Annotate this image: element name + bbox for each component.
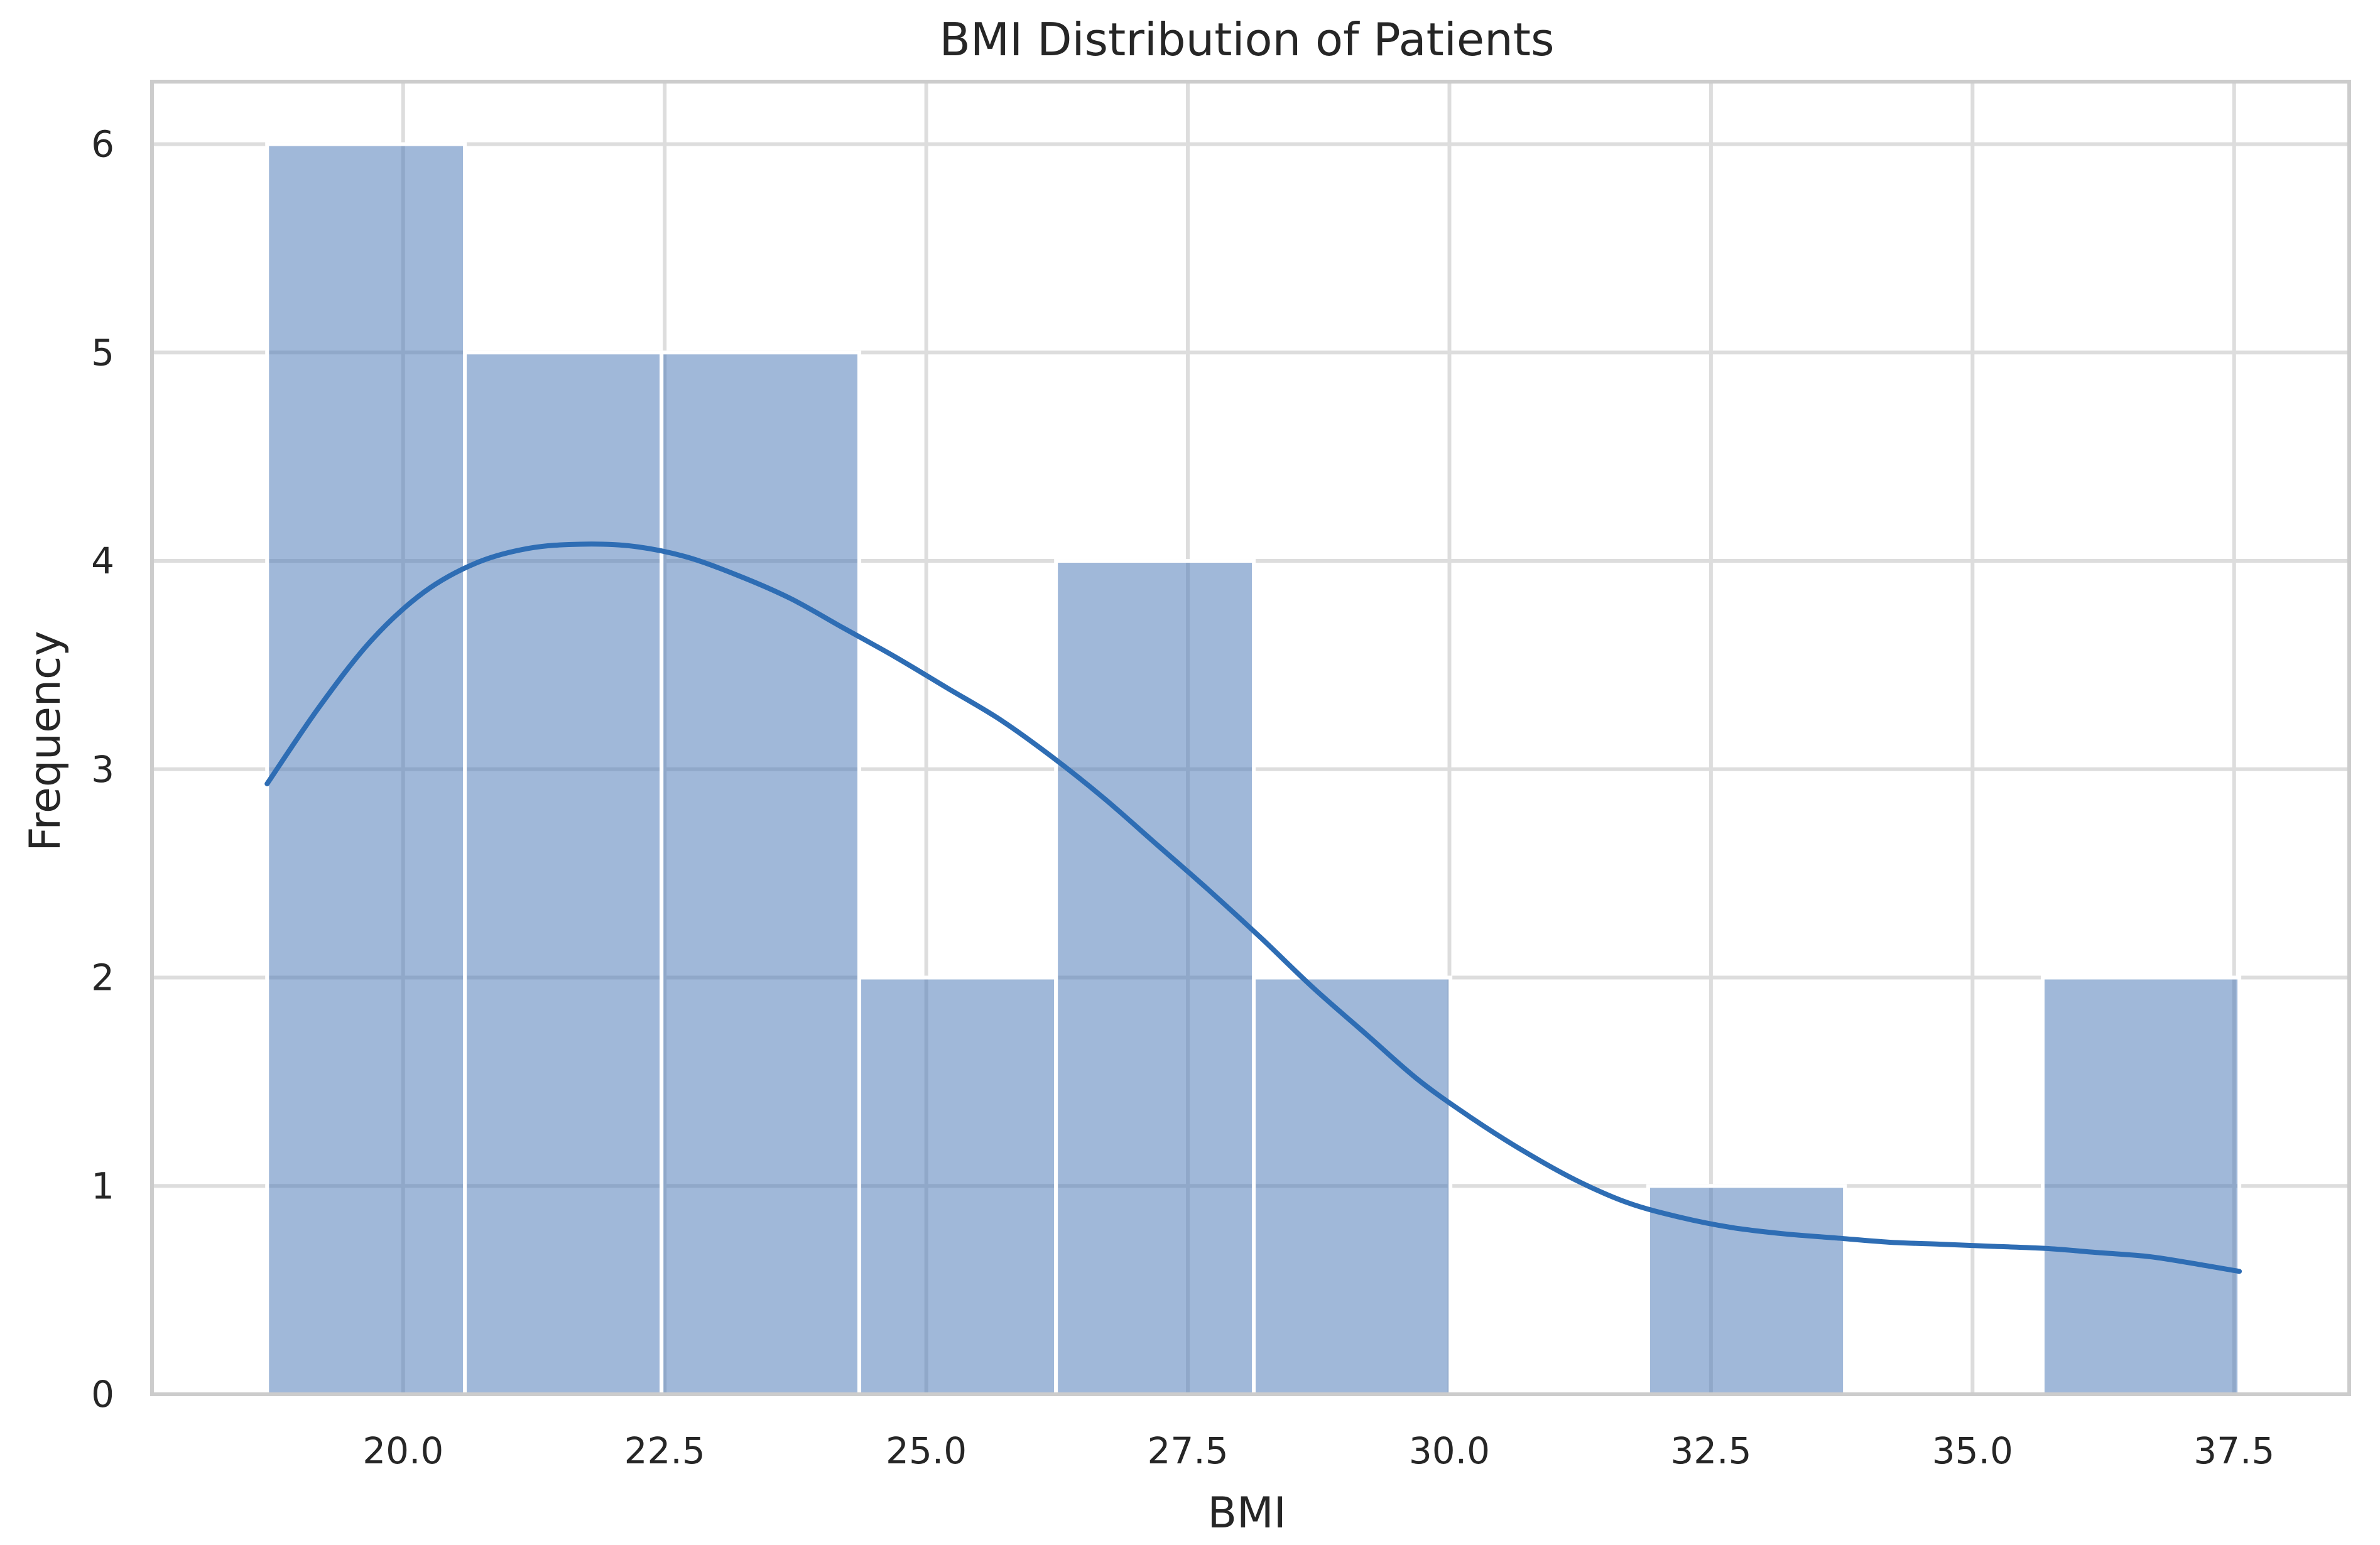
y-tick-label: 4 xyxy=(91,539,114,582)
x-tick-labels: 20.0 22.5 25.0 27.5 30.0 32.5 35.0 37.5 xyxy=(362,1429,2274,1472)
x-tick-label: 27.5 xyxy=(1147,1429,1228,1472)
histogram-bar-1 xyxy=(463,350,664,1396)
y-tick-label: 0 xyxy=(91,1373,114,1416)
histogram-bar-4 xyxy=(1054,559,1256,1396)
chart-title: BMI Distribution of Patients xyxy=(939,13,1554,66)
histogram-bar-2 xyxy=(660,350,862,1396)
y-tick-label: 3 xyxy=(91,748,114,791)
histogram-bar-3 xyxy=(857,975,1058,1396)
y-tick-label: 2 xyxy=(91,957,114,999)
x-tick-label: 30.0 xyxy=(1409,1429,1490,1472)
y-tick-label: 6 xyxy=(91,123,114,166)
histogram-bar-5 xyxy=(1251,975,1453,1396)
y-tick-label: 1 xyxy=(91,1164,114,1207)
x-axis-label: BMI xyxy=(1207,1488,1286,1538)
x-tick-label: 37.5 xyxy=(2193,1429,2274,1472)
x-tick-label: 22.5 xyxy=(624,1429,705,1472)
histogram-bars xyxy=(265,142,2242,1397)
y-tick-label: 5 xyxy=(91,331,114,374)
kde-curve-layer xyxy=(264,541,2242,1274)
x-tick-label: 35.0 xyxy=(1932,1429,2013,1472)
y-tick-labels: 0 1 2 3 4 5 6 xyxy=(91,123,114,1416)
plot-frame xyxy=(150,80,2351,1396)
x-tick-label: 20.0 xyxy=(362,1429,443,1472)
y-axis-label: Frequency xyxy=(21,631,70,851)
histogram-bar-9 xyxy=(2040,975,2242,1396)
histogram-bar-0 xyxy=(265,142,467,1396)
x-tick-label: 25.0 xyxy=(886,1429,967,1472)
x-tick-label: 32.5 xyxy=(1670,1429,1751,1472)
kde-curve xyxy=(264,541,2242,1274)
